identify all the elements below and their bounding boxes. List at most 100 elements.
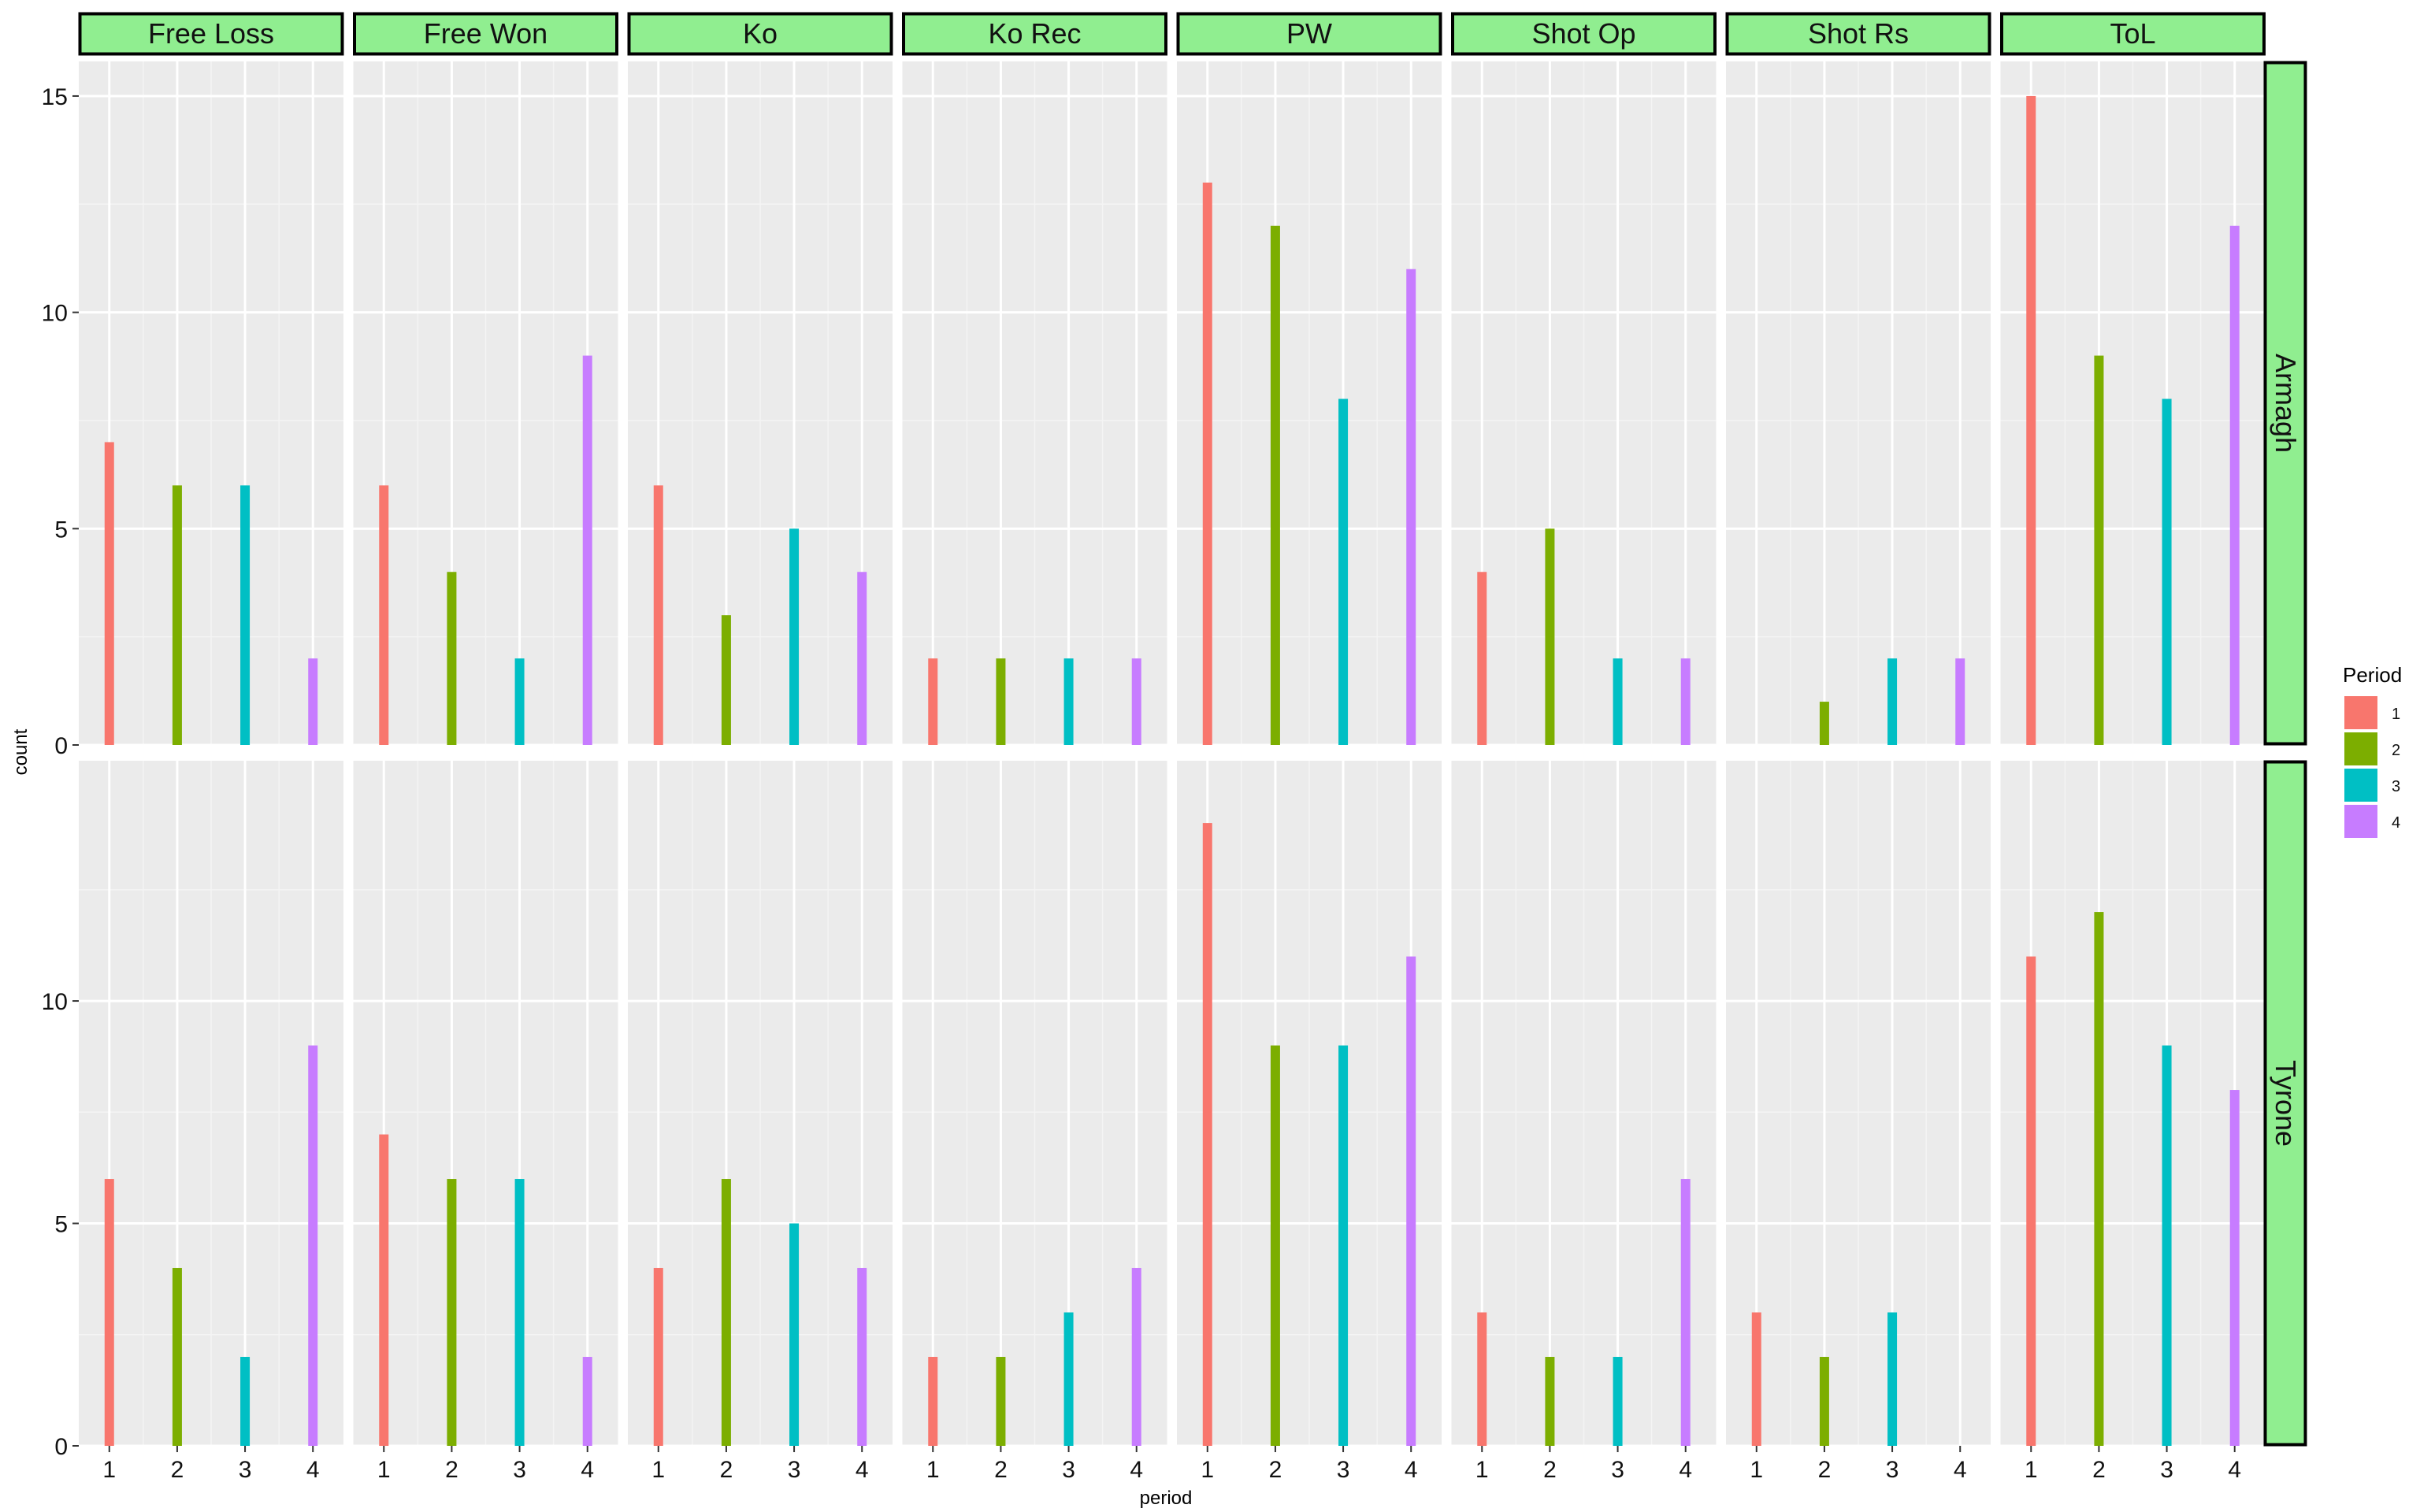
x-tick-label: 2: [720, 1457, 733, 1483]
x-tick-label: 4: [306, 1457, 320, 1483]
bar-tyrone-pw-period-1: [1202, 823, 1212, 1446]
strip-background: [2263, 61, 2307, 746]
strip-label: Shot Op: [1531, 17, 1635, 50]
strip-background: [1725, 12, 1991, 56]
bar-tyrone-tol-period-2: [2094, 912, 2104, 1446]
strip-label: Free Won: [424, 17, 547, 50]
strip-tyrone: Tyrone: [2263, 760, 2307, 1447]
strip-free-won: Free Won: [353, 12, 618, 56]
strip-background: [902, 12, 1167, 56]
x-tick-label: 2: [1543, 1457, 1557, 1483]
legend-title: Period: [2343, 663, 2402, 687]
strip-background: [1176, 12, 1442, 56]
x-tick-label: 4: [1405, 1457, 1418, 1483]
strip-label: Ko Rec: [988, 17, 1081, 50]
x-tick-label: 2: [2092, 1457, 2106, 1483]
strip-label: PW: [1286, 17, 1332, 50]
facet-panels: Free Loss Free Won Ko Ko Rec PW Shot Op Shot R…: [78, 12, 2307, 1447]
bar-tyrone-ko-period-3: [789, 1223, 800, 1446]
panel-armagh-pw: [1177, 61, 1442, 747]
x-tick-label: 1: [1750, 1457, 1763, 1483]
panel-tyrone-tol: [2000, 761, 2266, 1447]
strip-label: Shot Rs: [1808, 17, 1909, 50]
strip-tol: ToL: [2000, 12, 2266, 56]
bar-armagh-pw-period-2: [1270, 225, 1280, 745]
x-tick-label: 1: [102, 1457, 116, 1483]
panel-tyrone-shot-rs: [1726, 761, 1991, 1447]
y-tick-label: 10: [42, 301, 68, 327]
strip-ko-rec: Ko Rec: [902, 12, 1167, 56]
strip-shot-op: Shot Op: [1451, 12, 1717, 56]
bar-tyrone-shot-rs-period-1: [1751, 1312, 1761, 1446]
bar-armagh-tol-period-4: [2229, 225, 2240, 745]
bar-armagh-shot-op-period-2: [1545, 528, 1555, 745]
strip-background: [2263, 760, 2307, 1447]
bar-armagh-tol-period-1: [2026, 95, 2036, 746]
bar-armagh-shot-rs-period-2: [1819, 702, 1829, 745]
x-tick-label: 3: [239, 1457, 252, 1483]
strip-background: [2000, 12, 2266, 56]
bar-tyrone-pw-period-4: [1406, 956, 1416, 1446]
strip-label: Armagh: [2270, 354, 2302, 453]
bar-tyrone-ko-rec-period-1: [928, 1357, 938, 1446]
bar-armagh-pw-period-1: [1202, 182, 1212, 746]
panel-armagh-ko-rec: [902, 61, 1167, 747]
legend-item-3: 3: [2344, 769, 2400, 802]
bar-armagh-tol-period-3: [2162, 398, 2172, 745]
panel-tyrone-ko: [628, 761, 893, 1447]
bar-armagh-ko-rec-period-2: [996, 658, 1006, 745]
strip-label: Ko: [743, 17, 778, 50]
panel-tyrone-pw: [1177, 761, 1442, 1447]
panel-tyrone-shot-op: [1451, 761, 1717, 1447]
bar-armagh-ko-period-3: [789, 528, 800, 745]
bar-tyrone-shot-op-period-1: [1477, 1312, 1487, 1446]
bar-armagh-pw-period-4: [1406, 269, 1416, 746]
strip-background: [627, 12, 893, 56]
x-tick-label: 3: [1062, 1457, 1075, 1483]
strip-label: Free Loss: [148, 17, 274, 50]
bar-tyrone-tol-period-4: [2229, 1090, 2240, 1446]
bar-tyrone-shot-rs-period-2: [1819, 1357, 1829, 1446]
x-tick-label: 3: [1886, 1457, 1899, 1483]
bar-armagh-free-won-period-3: [514, 658, 525, 745]
panel-armagh-free-won: [353, 61, 618, 747]
bar-tyrone-free-loss-period-1: [104, 1179, 114, 1446]
bar-armagh-free-won-period-4: [582, 355, 592, 745]
bar-tyrone-ko-period-4: [857, 1268, 867, 1446]
legend-item-1: 1: [2344, 696, 2400, 729]
x-tick-label: 1: [1201, 1457, 1214, 1483]
strip-label: Tyrone: [2270, 1060, 2302, 1147]
x-tick-label: 1: [926, 1457, 940, 1483]
bar-tyrone-shot-rs-period-3: [1887, 1312, 1898, 1446]
bar-armagh-free-loss-period-4: [308, 658, 318, 745]
y-tick-label: 10: [42, 989, 68, 1015]
strip-free-loss: Free Loss: [78, 12, 344, 56]
y-tick-label: 0: [54, 1434, 68, 1460]
x-tick-label: 4: [1954, 1457, 1967, 1483]
bar-tyrone-free-won-period-4: [582, 1357, 592, 1446]
x-tick-label: 2: [171, 1457, 184, 1483]
x-tick-label: 1: [1475, 1457, 1489, 1483]
bar-tyrone-shot-op-period-4: [1680, 1179, 1691, 1446]
panel-tyrone-free-won: [353, 761, 618, 1447]
bar-armagh-shot-op-period-4: [1680, 658, 1691, 745]
bar-tyrone-free-loss-period-2: [172, 1268, 182, 1446]
bar-tyrone-shot-op-period-2: [1545, 1357, 1555, 1446]
bar-armagh-ko-rec-period-1: [928, 658, 938, 745]
bar-tyrone-free-loss-period-3: [240, 1357, 251, 1446]
y-tick-label: 5: [54, 1212, 68, 1238]
x-tick-label: 4: [856, 1457, 869, 1483]
x-tick-label: 1: [2025, 1457, 2038, 1483]
bar-tyrone-ko-rec-period-2: [996, 1357, 1006, 1446]
panel-armagh-shot-op: [1451, 61, 1717, 747]
x-tick-label: 4: [2228, 1457, 2241, 1483]
bar-tyrone-ko-rec-period-3: [1063, 1312, 1074, 1446]
strip-armagh: Armagh: [2263, 61, 2307, 746]
legend-label: 1: [2392, 706, 2400, 723]
legend-label: 3: [2392, 778, 2400, 795]
bar-tyrone-shot-op-period-3: [1613, 1357, 1623, 1446]
legend: Period 1 2 3 4: [2343, 663, 2402, 838]
y-tick-label: 15: [42, 84, 68, 110]
legend-item-2: 2: [2344, 732, 2400, 765]
